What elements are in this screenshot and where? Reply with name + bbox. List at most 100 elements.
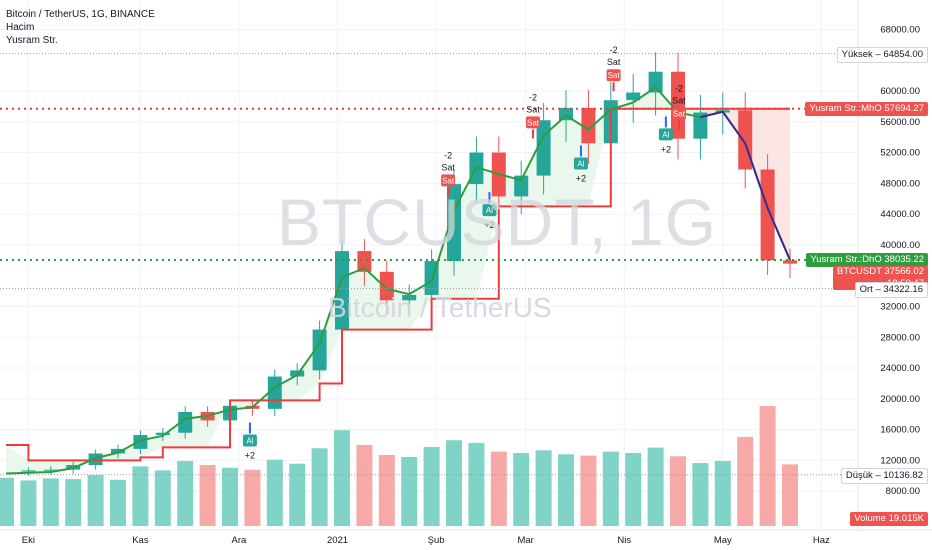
volume-bar	[311, 448, 328, 526]
volume-bar	[356, 444, 373, 526]
x-tick-label: Haz	[813, 535, 830, 546]
last-label: BTCUSDT	[837, 265, 882, 277]
al-level-value: 38035.22	[884, 254, 924, 266]
volume-bar	[602, 451, 619, 526]
bearish-zone-fill	[700, 108, 790, 261]
y-tick-label: 52000.00	[880, 148, 920, 159]
moving-average-line	[5, 85, 791, 475]
candle-body	[514, 175, 529, 197]
avg-label: Ort	[859, 283, 873, 295]
y-tick-label: 24000.00	[880, 363, 920, 374]
x-tick-label: Nis	[617, 535, 631, 546]
avg-value: 34322.16	[883, 283, 923, 295]
y-tick-label: 60000.00	[880, 86, 920, 97]
x-tick-label: Şub	[428, 535, 445, 546]
candle-body	[43, 469, 58, 471]
y-tick-label: 8000.00	[886, 486, 920, 497]
moving-average-down-line	[700, 110, 791, 261]
candle-body	[335, 251, 349, 330]
candle-body	[21, 470, 36, 472]
signal-badge-label: Al	[246, 437, 253, 446]
y-tick-label: 32000.00	[880, 301, 920, 312]
watermark-name: Bitcoin / TetherUS	[328, 292, 552, 323]
indicator-lines	[5, 85, 791, 475]
y-tick-label: 56000.00	[880, 117, 920, 128]
signal-sub: Sat	[441, 162, 455, 172]
volume-bar	[625, 452, 642, 526]
volume-bar	[468, 442, 485, 526]
signal-count: -2	[529, 92, 537, 102]
x-tick-label: Ara	[232, 535, 248, 546]
signal-badge	[441, 174, 456, 187]
low-price-tag: Düşük – 10136.82	[840, 467, 928, 484]
candle-body	[379, 271, 394, 301]
candle-body	[88, 453, 103, 466]
candle-body	[693, 112, 708, 139]
volume-bar	[154, 470, 171, 526]
signal-badge	[242, 434, 257, 447]
signal-count: -2	[444, 150, 452, 160]
signal-count: +2	[245, 451, 255, 461]
signal-badge	[573, 157, 588, 170]
sat-level-value: 57694.27	[884, 102, 924, 114]
watermark-symbol: BTCUSDT, 1G	[277, 185, 718, 259]
candle-body	[133, 435, 148, 449]
signal-count: -2	[675, 84, 683, 94]
candle-body	[783, 260, 797, 264]
y-tick-label: 16000.00	[880, 425, 920, 436]
volume-bar	[289, 463, 306, 526]
signal-count: +2	[484, 220, 494, 230]
signal-sub: Sat	[607, 57, 621, 67]
signal-badge	[526, 116, 541, 129]
high-price-tag: Yüksek – 64854.00	[836, 46, 928, 63]
x-tick-label: 2021	[327, 535, 348, 546]
al-level-tag: Yusram Str.:DhO 38035.22	[806, 253, 928, 268]
high-value: 64854.00	[883, 48, 923, 60]
volume-bar	[132, 466, 149, 526]
candle-body	[648, 71, 663, 93]
candle-body	[671, 71, 685, 139]
indicator-fills	[6, 87, 790, 474]
low-label: Düşük	[845, 469, 873, 481]
candle-body	[111, 448, 125, 454]
volume-bar	[647, 447, 664, 526]
sat-level-label: Yusram Str.:MhO	[809, 102, 882, 114]
candle-body	[626, 92, 641, 101]
y-tick-label: 20000.00	[880, 394, 920, 405]
candle-body	[178, 411, 193, 433]
legend-title[interactable]: Bitcoin / TetherUS, 1G, BINANCE	[6, 9, 155, 20]
signal-badge-label: Sat	[527, 118, 540, 127]
signal-sub: Sat	[526, 104, 540, 114]
x-tick-label: Mar	[517, 535, 533, 546]
candle-body	[312, 329, 327, 371]
legend-volume[interactable]: Hacim	[6, 22, 35, 33]
volume-bar	[20, 480, 37, 526]
y-tick-label: 40000.00	[880, 240, 920, 251]
signal-badge-label: Sat	[673, 110, 686, 119]
volume-bar	[580, 455, 597, 526]
legend-strategy[interactable]: Yusram Str.	[6, 35, 58, 46]
volume-bar	[401, 456, 418, 526]
x-tick-label: May	[714, 535, 732, 546]
signal-markers: Al +2 Sat -2 Sat Al +2 Sat -2 Sat Al +2 Sat -2 Sat Al +2…	[242, 45, 686, 461]
y-tick-label: 28000.00	[880, 332, 920, 343]
signal-badge	[606, 69, 621, 82]
volume-bar	[378, 454, 395, 526]
high-label: Yüksek	[841, 48, 873, 60]
candle-body	[760, 169, 775, 261]
volume-bar	[782, 464, 798, 526]
trailing-stop-line	[6, 107, 790, 462]
volume-bar	[334, 430, 350, 526]
volume-bar	[244, 469, 261, 526]
candle-body	[402, 294, 417, 301]
signal-badge	[671, 107, 686, 120]
signal-badge-label: Al	[662, 130, 669, 139]
volume-tag: Volume 19.015K	[850, 512, 928, 526]
signal-badge-label: Sat	[608, 71, 621, 80]
volume-bar	[692, 463, 709, 526]
volume-bar	[714, 461, 731, 526]
volume-bar	[65, 479, 82, 526]
volume-bar	[177, 461, 194, 526]
volume-bar	[558, 454, 574, 526]
